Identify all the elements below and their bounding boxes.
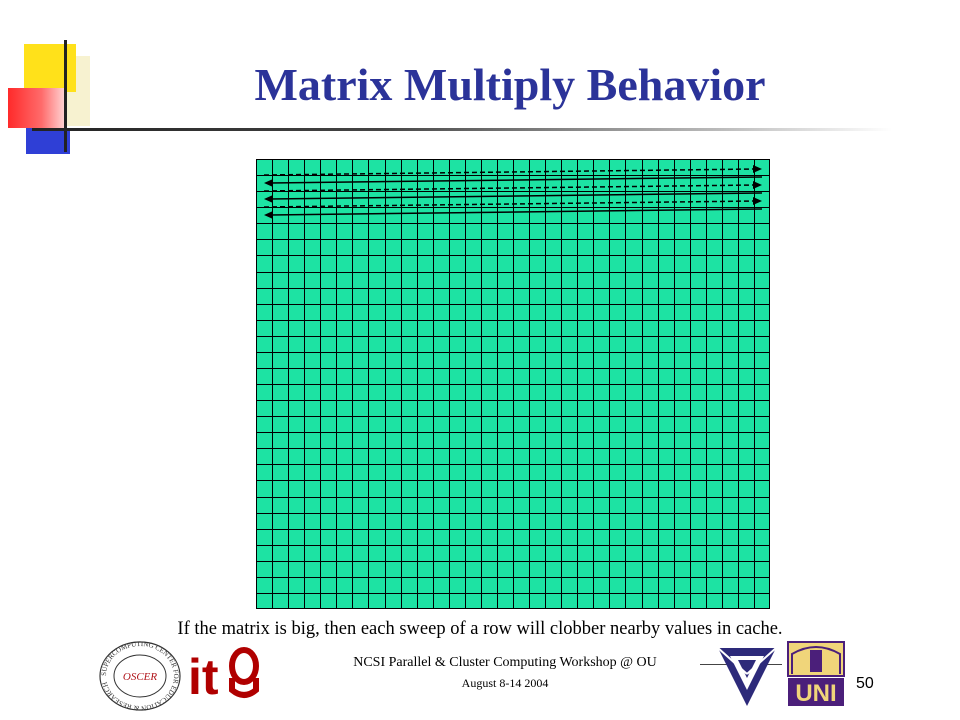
row-sweep-arrow	[263, 181, 762, 192]
slide-title: Matrix Multiply Behavior	[254, 59, 766, 110]
it-ou-logo: it	[188, 647, 259, 700]
page-number: 50	[856, 675, 874, 692]
decor-red-square	[8, 88, 64, 128]
ou-monogram	[229, 647, 259, 698]
oscer-text: OSCER	[123, 671, 158, 683]
footer-text: NCSI Parallel & Cluster Computing Worksh…	[353, 655, 657, 670]
decor-vertical-line	[64, 40, 67, 152]
supercomputing-seal-logo: SUPERCOMPUTING CENTER FOR EDUCATION & RE…	[99, 640, 181, 712]
row-sweep-arrow	[263, 197, 762, 208]
footer-date: August 8-14 2004	[461, 676, 549, 690]
row-sweep-arrow	[264, 208, 763, 219]
decor-blue-square	[26, 128, 70, 154]
row-sweep-arrow	[264, 176, 763, 187]
matrix-diagram	[256, 159, 770, 609]
uni-text: UNI	[795, 680, 836, 707]
row-sweep-arrow	[264, 192, 763, 203]
row-sweep-arrow	[263, 165, 762, 176]
decor-horizontal-rule	[32, 128, 892, 131]
it-text: it	[188, 649, 219, 700]
triangle-logo	[717, 647, 777, 706]
uni-logo: UNI	[787, 641, 845, 707]
decor-yellow-square	[24, 44, 76, 92]
slide-caption: If the matrix is big, then each sweep of…	[177, 619, 783, 639]
